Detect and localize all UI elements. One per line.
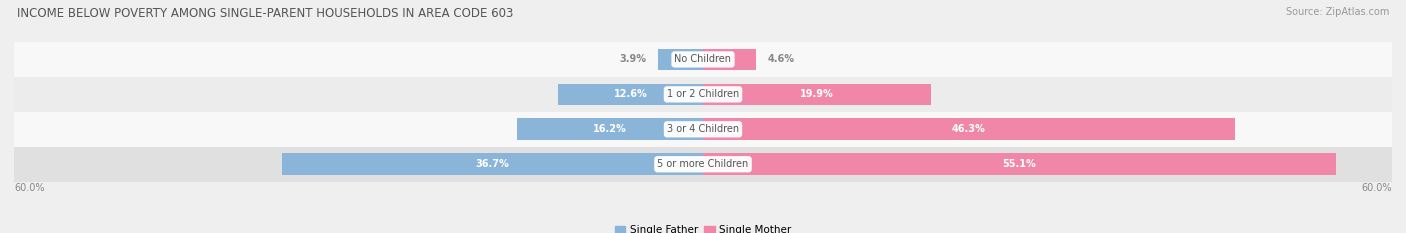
Text: 3.9%: 3.9% [620,55,647,64]
Bar [658,49,703,70]
Bar [703,49,756,70]
Text: No Children: No Children [675,55,731,64]
Text: 55.1%: 55.1% [1002,159,1036,169]
Bar [517,118,703,140]
Text: 60.0%: 60.0% [1361,184,1392,193]
Bar [703,118,1234,140]
Text: 19.9%: 19.9% [800,89,834,99]
Bar [14,147,1392,182]
Text: 1 or 2 Children: 1 or 2 Children [666,89,740,99]
Text: 3 or 4 Children: 3 or 4 Children [666,124,740,134]
Bar [14,77,1392,112]
Legend: Single Father, Single Mother: Single Father, Single Mother [610,221,796,233]
Text: 12.6%: 12.6% [614,89,648,99]
Bar [14,42,1392,77]
Text: 60.0%: 60.0% [14,184,45,193]
Text: 46.3%: 46.3% [952,124,986,134]
Bar [558,83,703,105]
Bar [14,112,1392,147]
Text: 5 or more Children: 5 or more Children [658,159,748,169]
Text: 36.7%: 36.7% [475,159,509,169]
Text: Source: ZipAtlas.com: Source: ZipAtlas.com [1285,7,1389,17]
Text: 16.2%: 16.2% [593,124,627,134]
Text: INCOME BELOW POVERTY AMONG SINGLE-PARENT HOUSEHOLDS IN AREA CODE 603: INCOME BELOW POVERTY AMONG SINGLE-PARENT… [17,7,513,20]
Bar [703,153,1336,175]
Bar [703,83,932,105]
Text: 4.6%: 4.6% [768,55,794,64]
Bar [281,153,703,175]
